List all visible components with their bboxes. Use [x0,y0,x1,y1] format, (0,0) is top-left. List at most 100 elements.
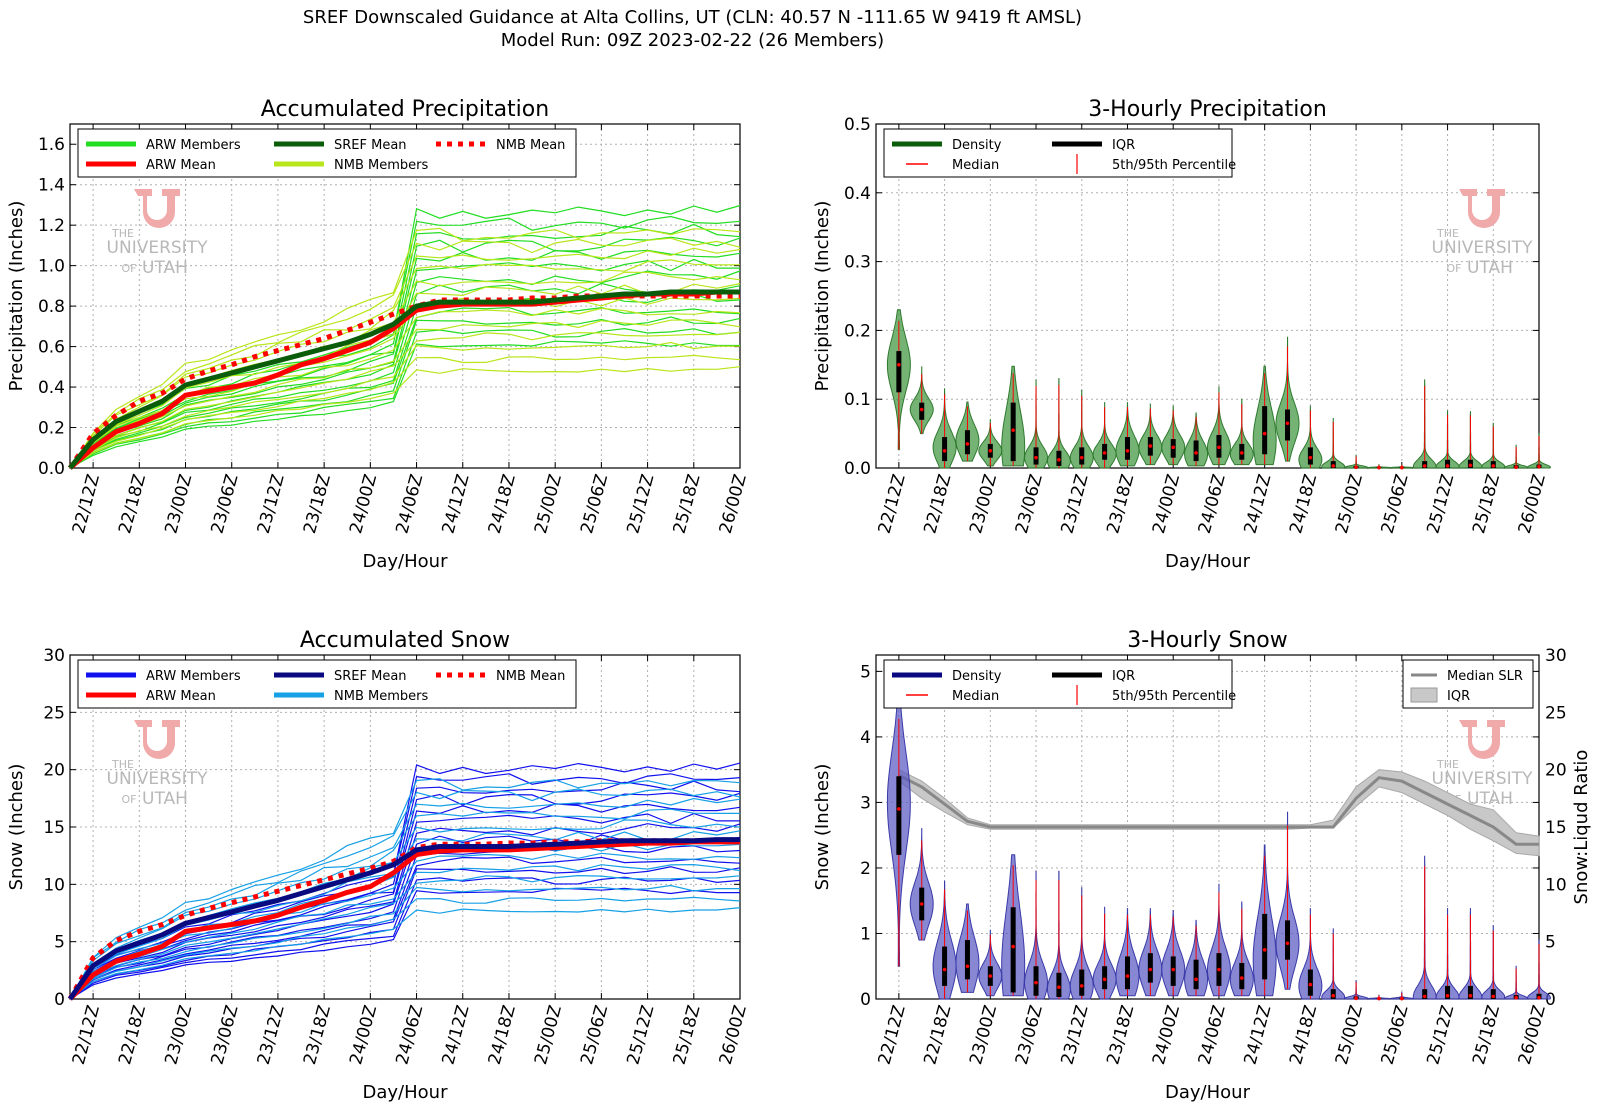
y-tick-label: 1.0 [38,257,65,277]
violin-27 [1481,925,1506,1000]
member-line-arw [69,823,741,1000]
y-tick-label: 5 [860,662,871,682]
violin-median-marker [1125,449,1130,453]
violin-median-marker [1217,445,1221,450]
member-line-nmb [69,237,741,469]
y-tick-label: 0.0 [38,459,65,479]
chart-title: 3-Hourly Snow [1127,628,1287,653]
violin-median-marker [1422,464,1427,468]
legend-box [77,128,577,178]
violin-1 [886,309,911,450]
member-line-nmb [69,884,740,1000]
violin-26 [1458,908,1483,1000]
violin-median-marker [1011,944,1015,949]
violin-median-marker [1308,455,1313,460]
x-tick-label: 24/12Z [439,472,474,536]
legend-label: Median [952,158,999,173]
violin-2 [909,828,934,941]
series-sref-mean [68,289,740,470]
legend-label: IQR [1447,689,1470,704]
violin-11 [1115,402,1140,467]
y-tick-label: 1.4 [38,176,65,196]
slr-iqr-band [898,768,1540,857]
x-tick-label: 25/12Z [623,472,658,536]
utah-u-icon [134,720,180,759]
violin-16 [1229,901,1254,997]
violin-16 [1229,398,1254,466]
x-tick-label: 23/18Z [1103,472,1138,536]
violin-25 [1435,908,1460,1000]
legend: ARW Members ARW Mean SREF Mean NMB Members N… [77,659,577,709]
member-line-nmb [69,341,740,469]
legend-label: NMB Mean [496,669,565,684]
violin-median-marker [1079,984,1084,988]
x-tick-label: 24/18Z [485,1003,520,1067]
y-tick-label: 0 [54,990,65,1010]
violin-median-marker [1514,995,1518,1000]
x-tick-label: 24/00Z [1149,1003,1184,1067]
x-tick-label: 23/12Z [254,472,289,536]
violin-median-marker [1057,457,1061,462]
x-tick-label: 24/18Z [1286,472,1321,536]
violin-median-marker [1422,994,1427,999]
member-line-nmb [69,788,741,1000]
y2-tick-label: 0 [1545,990,1556,1010]
x-axis-label: Day/Hour [363,551,449,572]
series-nmb-mean [67,293,740,470]
x-tick-label: 25/18Z [1469,1003,1504,1067]
watermark-utah: UTAH [1467,789,1513,809]
violin-25 [1435,410,1460,469]
violin-18 [1275,811,1300,990]
x-tick-label: 24/12Z [1240,472,1275,536]
violin-18 [1275,336,1300,462]
violin-3 [932,880,957,1000]
violin-median-marker [919,407,924,412]
y-tick-label: 20 [43,761,65,781]
x-tick-label: 23/18Z [1103,1003,1138,1067]
legend-box [77,659,577,709]
violin-14 [1184,919,1209,997]
violin-median-marker [1377,465,1381,470]
y-tick-label: 10 [43,875,65,895]
legend-label: ARW Mean [146,158,216,173]
violin-26 [1458,411,1483,469]
violin-5 [978,929,1003,997]
violin-median-marker [1262,948,1267,952]
violin-23 [1390,464,1414,470]
series-arw-mean [68,289,740,470]
chart-title: Accumulated Precipitation [261,97,549,122]
watermark-the: THE [1436,758,1459,771]
legend-box [1402,659,1534,709]
violin-median-marker [1125,974,1130,978]
violin-median-marker [1514,465,1518,470]
member-line-nmb [69,863,741,1000]
watermark-university: UNIVERSITY [107,769,209,789]
x-tick-label: 24/00Z [346,472,381,536]
figure-subtitle: Model Run: 09Z 2023-02-22 (26 Members) [500,30,885,51]
x-tick-label: 25/06Z [1378,1003,1413,1067]
violin-median-marker [1194,977,1198,982]
violin-median-marker [1079,455,1084,460]
legend-label: ARW Members [146,138,241,153]
y-tick-label: 0.8 [38,297,65,317]
violin-median-marker [1400,996,1404,1001]
violin-9 [1069,389,1094,469]
x-tick-label: 22/12Z [69,472,104,536]
member-line-arw [69,845,741,1000]
x-tick-label: 25/00Z [531,1003,566,1067]
violin-median-marker [1445,993,1450,998]
member-line-nmb [69,227,741,469]
x-tick-label: 23/06Z [1012,1003,1047,1067]
violin-median-marker [897,807,901,811]
violin-median-marker [1377,996,1381,1001]
x-axis-label: Day/Hour [363,1082,449,1103]
violin-median-marker [1445,464,1450,468]
x-tick-label: 23/12Z [254,1003,289,1067]
legend-slr: Median SLR IQR [1402,659,1534,709]
x-tick-label: 25/06Z [577,472,612,536]
violin-21 [1344,980,1368,1001]
violin-19 [1298,405,1323,469]
violin-13 [1161,910,1186,997]
